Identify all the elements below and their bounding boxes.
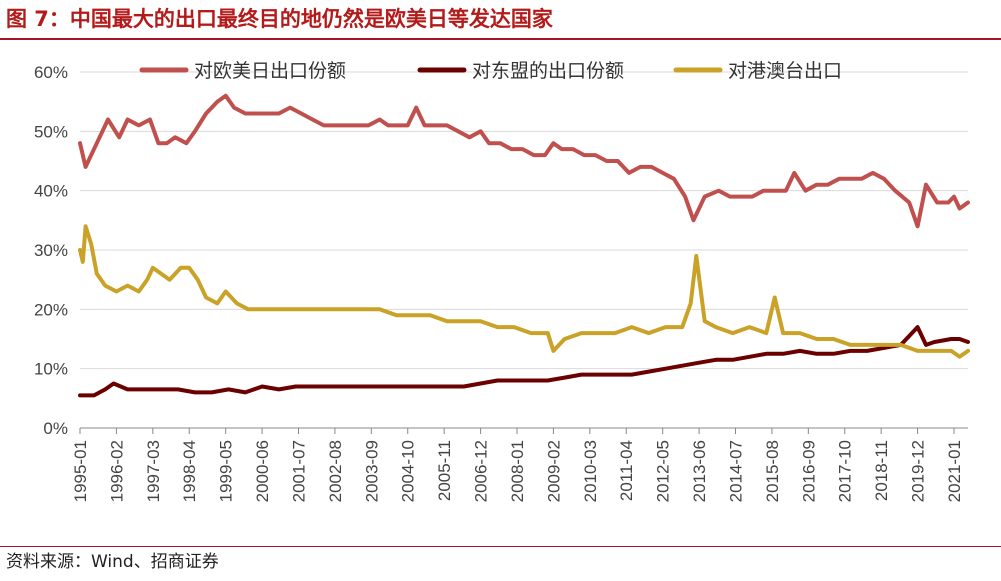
- x-tick-label: 2006-12: [472, 440, 491, 502]
- x-tick-label: 2010-03: [581, 440, 600, 502]
- x-tick-label: 2002-08: [326, 440, 345, 502]
- x-tick-label: 2015-08: [763, 440, 782, 502]
- x-tick-label: 1998-04: [180, 440, 199, 502]
- source-note: 资料来源：Wind、招商证券: [6, 552, 219, 572]
- title-divider: [0, 38, 1001, 40]
- y-tick-label: 20%: [34, 300, 68, 319]
- x-tick-label: 2012-05: [654, 440, 673, 502]
- y-tick-label: 40%: [34, 182, 68, 201]
- legend-label-1: 对欧美日出口份额: [194, 60, 346, 82]
- x-tick-label: 1999-05: [217, 440, 236, 502]
- line-chart: 0% 10% 20% 30% 40% 50% 60% 1995-01 1996-02 1997-…: [34, 60, 970, 502]
- x-tick-label: 2021-01: [945, 440, 964, 502]
- series-lines: [78, 93, 970, 398]
- x-tick-label: 2019-12: [909, 440, 928, 502]
- x-tick-label: 2009-02: [544, 440, 563, 502]
- x-tick-label: 2003-09: [362, 440, 381, 502]
- series-line-1: [78, 93, 970, 229]
- grid-lines: [80, 71, 968, 370]
- x-axis: 1995-01 1996-02 1997-03 1998-04 1999-05 2000-…: [71, 427, 968, 502]
- series-line-2: [78, 325, 970, 398]
- figure-title: 图 7：中国最大的出口最终目的地仍然是欧美日等发达国家: [6, 7, 553, 31]
- x-tick-label: 2016-09: [799, 440, 818, 502]
- x-tick-label: 2013-06: [690, 440, 709, 502]
- y-tick-label: 60%: [34, 63, 68, 82]
- x-tick-label: 2018-11: [872, 440, 891, 501]
- x-tick-label: 1997-03: [144, 440, 163, 502]
- series-line-3: [78, 224, 970, 359]
- x-tick-label: 2005-11: [435, 440, 454, 501]
- y-tick-label: 30%: [34, 241, 68, 260]
- legend-label-2: 对东盟的出口份额: [472, 60, 624, 82]
- source-divider: [0, 546, 1001, 547]
- x-tick-label: 2014-07: [726, 440, 745, 502]
- x-tick-label: 2008-01: [508, 440, 527, 502]
- y-tick-label: 0%: [43, 419, 68, 438]
- x-tick-label: 2001-07: [289, 440, 308, 502]
- x-tick-label: 2011-04: [617, 440, 636, 501]
- legend-label-3: 对港澳台出口: [728, 60, 842, 82]
- y-tick-label: 10%: [34, 360, 68, 379]
- y-axis-tick-labels: 0% 10% 20% 30% 40% 50% 60%: [34, 63, 68, 438]
- x-tick-label: 2017-10: [836, 440, 855, 502]
- legend: 对欧美日出口份额 对东盟的出口份额 对港澳台出口: [139, 60, 842, 82]
- y-tick-label: 50%: [34, 122, 68, 141]
- x-tick-label: 1996-02: [107, 440, 126, 502]
- x-tick-label: 1995-01: [71, 440, 90, 502]
- x-tick-label: 2000-06: [253, 440, 272, 502]
- x-tick-label: 2004-10: [399, 440, 418, 502]
